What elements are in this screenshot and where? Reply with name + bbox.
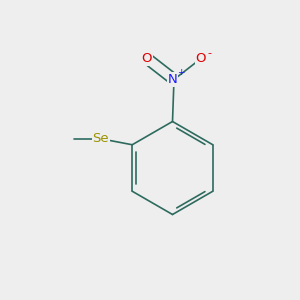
Text: Se: Se bbox=[92, 132, 109, 145]
Text: O: O bbox=[196, 52, 206, 65]
Text: -: - bbox=[207, 48, 212, 58]
Text: O: O bbox=[142, 52, 152, 65]
Text: +: + bbox=[177, 68, 184, 77]
Text: N: N bbox=[168, 73, 177, 86]
